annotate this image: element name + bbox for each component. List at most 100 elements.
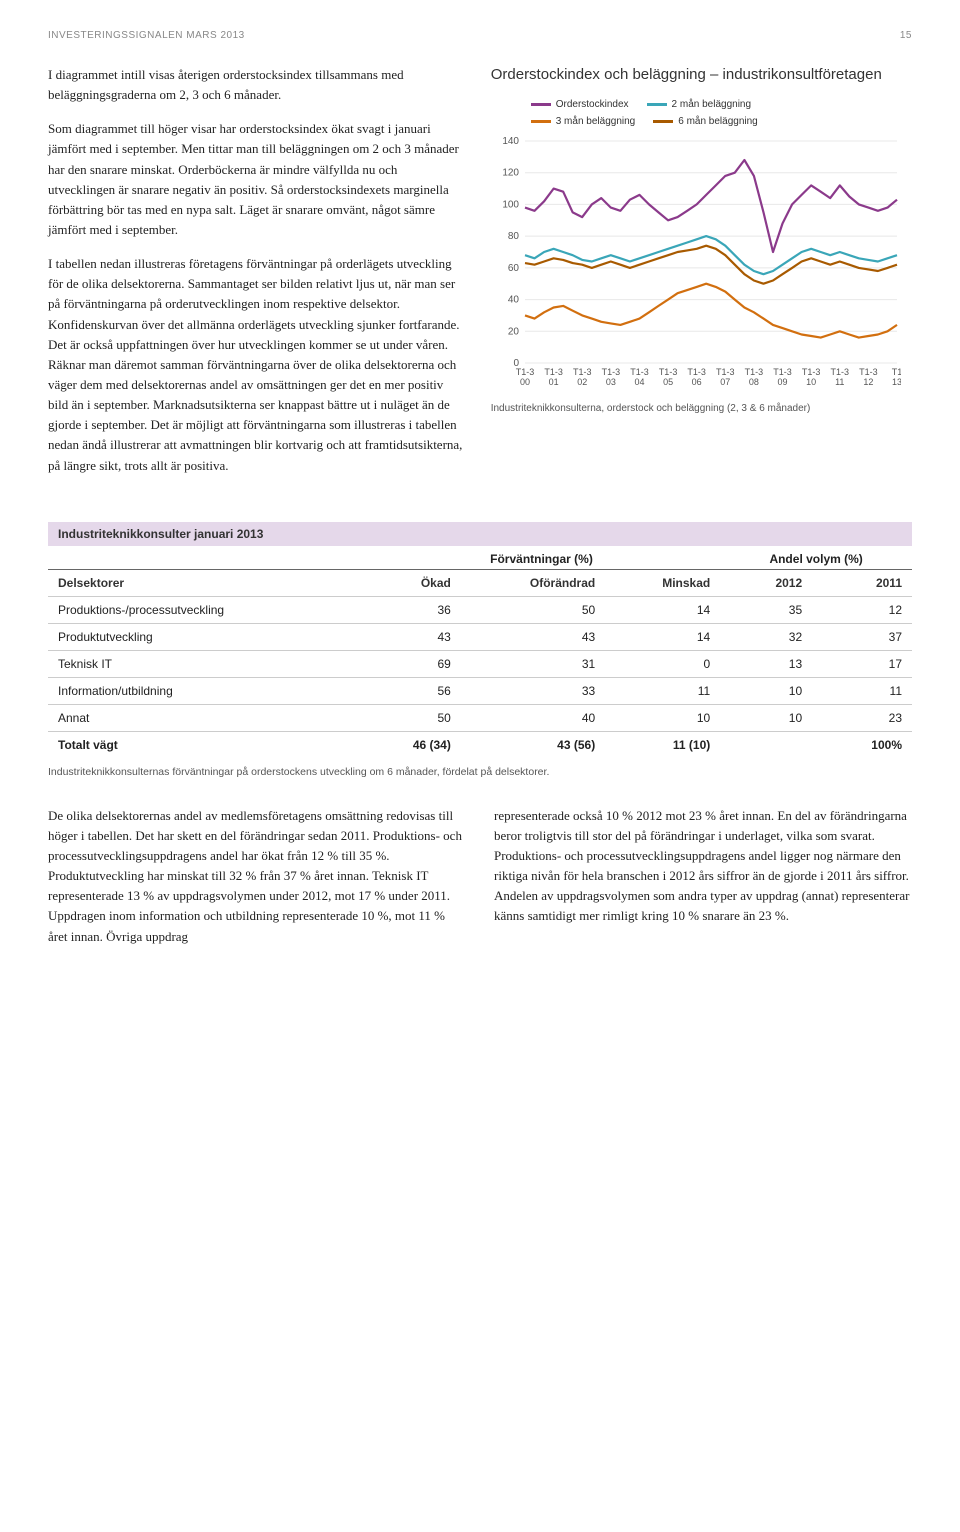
table-cell: 50 xyxy=(363,704,461,731)
table-column-header: Delsektorer xyxy=(48,569,363,596)
svg-text:T1-3: T1-3 xyxy=(802,367,821,377)
body-text-column: I diagrammet intill visas återigen order… xyxy=(48,65,463,490)
table-cell: 31 xyxy=(461,650,605,677)
table-column-header: Minskad xyxy=(605,569,720,596)
svg-text:T1-3: T1-3 xyxy=(515,367,534,377)
table-column-header: Oförändrad xyxy=(461,569,605,596)
svg-text:08: 08 xyxy=(749,377,759,387)
legend-label: Orderstockindex xyxy=(556,99,629,110)
svg-text:07: 07 xyxy=(720,377,730,387)
legend-item: 2 mån beläggning xyxy=(647,99,752,110)
header-page: 15 xyxy=(900,30,912,41)
table-cell: 100% xyxy=(812,731,912,758)
table-cell: 17 xyxy=(812,650,912,677)
svg-text:T1-3: T1-3 xyxy=(773,367,792,377)
table-cell: Produktions-/processutveckling xyxy=(48,596,363,623)
table-cell: 69 xyxy=(363,650,461,677)
legend-label: 3 mån beläggning xyxy=(556,116,636,127)
table-cell: 11 (10) xyxy=(605,731,720,758)
table-cell: 10 xyxy=(720,704,812,731)
legend-swatch xyxy=(531,103,551,106)
svg-text:T1-3: T1-3 xyxy=(744,367,763,377)
svg-text:10: 10 xyxy=(806,377,816,387)
svg-text:20: 20 xyxy=(508,326,520,337)
legend-label: 6 mån beläggning xyxy=(678,116,758,127)
table-cell: 46 (34) xyxy=(363,731,461,758)
table-cell xyxy=(720,731,812,758)
col-group-andel: Andel volym (%) xyxy=(720,546,912,570)
table-cell: 14 xyxy=(605,623,720,650)
svg-text:03: 03 xyxy=(606,377,616,387)
table-cell: 43 (56) xyxy=(461,731,605,758)
table-total-row: Totalt vägt46 (34)43 (56)11 (10) 100% xyxy=(48,731,912,758)
table-cell: 37 xyxy=(812,623,912,650)
svg-text:06: 06 xyxy=(691,377,701,387)
page-header: INVESTERINGSSIGNALEN MARS 2013 15 xyxy=(48,30,912,41)
table-cell: Totalt vägt xyxy=(48,731,363,758)
svg-text:T1-3: T1-3 xyxy=(659,367,678,377)
table-cell: 10 xyxy=(720,677,812,704)
svg-text:00: 00 xyxy=(520,377,530,387)
col-group-forvant: Förväntningar (%) xyxy=(363,546,721,570)
svg-text:T1-3: T1-3 xyxy=(687,367,706,377)
table-cell: 23 xyxy=(812,704,912,731)
table-cell: 11 xyxy=(812,677,912,704)
table-cell: 33 xyxy=(461,677,605,704)
svg-text:09: 09 xyxy=(777,377,787,387)
table-row: Annat5040101023 xyxy=(48,704,912,731)
body-paragraph: I diagrammet intill visas återigen order… xyxy=(48,65,463,105)
table-cell: 43 xyxy=(461,623,605,650)
table-row: Produktions-/processutveckling3650143512 xyxy=(48,596,912,623)
svg-text:60: 60 xyxy=(508,262,520,273)
svg-text:12: 12 xyxy=(863,377,873,387)
table-cell: Information/utbildning xyxy=(48,677,363,704)
chart-legend: Orderstockindex 2 mån beläggning 3 mån bel… xyxy=(491,99,912,127)
table-cell: 43 xyxy=(363,623,461,650)
table-cell: Produktutveckling xyxy=(48,623,363,650)
chart-caption: Industriteknikkonsulterna, orderstock oc… xyxy=(491,403,912,414)
table-cell: 14 xyxy=(605,596,720,623)
table-cell: 0 xyxy=(605,650,720,677)
table-cell: Annat xyxy=(48,704,363,731)
legend-swatch xyxy=(653,120,673,123)
table-cell: 13 xyxy=(720,650,812,677)
legend-item: Orderstockindex xyxy=(531,99,629,110)
bottom-text-columns: De olika delsektorernas andel av medlems… xyxy=(48,806,912,961)
svg-text:T1-3: T1-3 xyxy=(573,367,592,377)
svg-text:T1-3: T1-3 xyxy=(544,367,563,377)
table-cell: 32 xyxy=(720,623,812,650)
svg-text:T1-3: T1-3 xyxy=(859,367,878,377)
table-row: Teknisk IT693101317 xyxy=(48,650,912,677)
svg-text:05: 05 xyxy=(663,377,673,387)
expectations-table: Förväntningar (%) Andel volym (%) Delsek… xyxy=(48,546,912,758)
table-cell: 56 xyxy=(363,677,461,704)
table-cell: 35 xyxy=(720,596,812,623)
table-row: Information/utbildning5633111011 xyxy=(48,677,912,704)
svg-text:11: 11 xyxy=(835,377,844,387)
legend-swatch xyxy=(531,120,551,123)
svg-text:40: 40 xyxy=(508,294,520,305)
chart-title: Orderstockindex och beläggning – industr… xyxy=(491,65,912,85)
line-chart: 020406080100120140T1-300T1-301T1-302T1-3… xyxy=(491,133,901,393)
table-column-header: 2011 xyxy=(812,569,912,596)
svg-text:T1-3: T1-3 xyxy=(601,367,620,377)
svg-text:T1: T1 xyxy=(891,367,900,377)
svg-text:120: 120 xyxy=(502,167,519,178)
table-cell: 40 xyxy=(461,704,605,731)
legend-item: 3 mån beläggning xyxy=(531,116,636,127)
bottom-para-right: representerade också 10 % 2012 mot 23 % … xyxy=(494,806,912,927)
svg-text:13: 13 xyxy=(892,377,901,387)
table-cell: 50 xyxy=(461,596,605,623)
svg-text:04: 04 xyxy=(634,377,644,387)
table-title: Industriteknikkonsulter januari 2013 xyxy=(48,522,912,546)
table-cell: 12 xyxy=(812,596,912,623)
bottom-para-left: De olika delsektorernas andel av medlems… xyxy=(48,806,466,947)
svg-text:140: 140 xyxy=(502,136,519,147)
header-left: INVESTERINGSSIGNALEN MARS 2013 xyxy=(48,30,245,41)
body-paragraph: Som diagrammet till höger visar har orde… xyxy=(48,119,463,240)
table-column-header: Ökad xyxy=(363,569,461,596)
svg-text:T1-3: T1-3 xyxy=(830,367,849,377)
table-row: Produktutveckling4343143237 xyxy=(48,623,912,650)
table-column-header: 2012 xyxy=(720,569,812,596)
chart-column: Orderstockindex och beläggning – industr… xyxy=(491,65,912,490)
